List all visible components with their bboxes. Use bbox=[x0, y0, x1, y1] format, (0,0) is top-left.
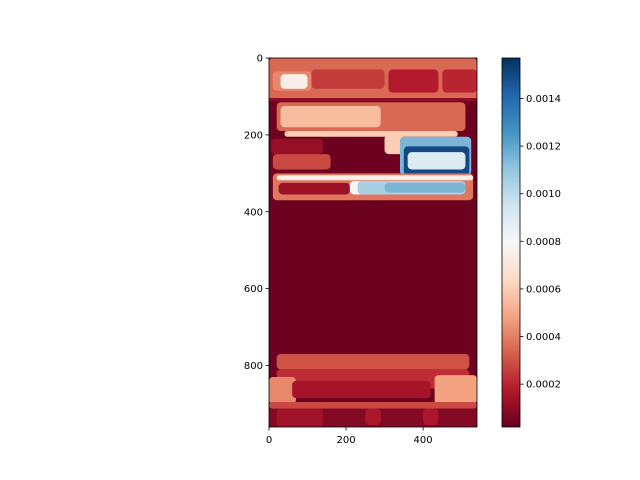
y-tick-label: 0 bbox=[257, 54, 263, 65]
colorbar-tick-label: 0.0002 bbox=[526, 380, 561, 391]
y-tick-label: 800 bbox=[244, 361, 263, 372]
heatmap-region-18 bbox=[278, 182, 350, 195]
heatmap-region-8 bbox=[280, 106, 381, 128]
heatmap-region-1 bbox=[311, 69, 385, 89]
colorbar-tick-label: 0.0006 bbox=[526, 284, 561, 295]
heatmap-region-27 bbox=[269, 402, 477, 409]
x-axis: 0 200 400 bbox=[266, 427, 433, 446]
heatmap-region-11 bbox=[272, 154, 331, 170]
heatmap-image bbox=[269, 58, 477, 427]
y-axis: 0 200 400 600 800 bbox=[244, 54, 269, 372]
heatmap-region-12 bbox=[384, 134, 404, 155]
y-tick-label: 600 bbox=[244, 284, 263, 295]
x-tick-label: 400 bbox=[414, 435, 433, 446]
heatmap-region-26 bbox=[292, 380, 431, 399]
colorbar-tick-label: 0.0012 bbox=[526, 142, 561, 153]
colorbar-tick-label: 0.0004 bbox=[526, 332, 561, 343]
heatmap-region-25 bbox=[434, 375, 477, 404]
heatmap-region-22 bbox=[276, 353, 470, 370]
heatmap-region-30 bbox=[365, 408, 381, 426]
colorbar-tick-label: 0.0014 bbox=[526, 94, 561, 105]
heatmap-region-21 bbox=[384, 182, 466, 193]
x-tick-label: 0 bbox=[266, 435, 272, 446]
heatmap-region-24 bbox=[269, 377, 296, 404]
plot-frame bbox=[268, 57, 478, 428]
y-tick-label: 200 bbox=[244, 130, 263, 141]
heatmap-region-10 bbox=[270, 138, 323, 155]
colorbar-axis: 0.0002 0.0004 0.0006 0.0008 0.0010 0.0012 0.00… bbox=[520, 94, 561, 391]
heatmap-region-15 bbox=[407, 152, 466, 170]
x-tick-label: 200 bbox=[336, 435, 355, 446]
colorbar-tick-label: 0.0010 bbox=[526, 189, 561, 200]
heatmap-region-6 bbox=[269, 97, 477, 102]
heatmap-region-3 bbox=[442, 69, 477, 93]
colorbar bbox=[501, 57, 521, 428]
heatmap-region-5 bbox=[280, 74, 308, 89]
heatmap-region-31 bbox=[423, 408, 439, 426]
heatmap-region-29 bbox=[276, 408, 323, 427]
heatmap-region-2 bbox=[388, 69, 439, 93]
heatmap-region-9 bbox=[284, 131, 458, 137]
colorbar-tick-label: 0.0008 bbox=[526, 237, 561, 248]
y-tick-label: 400 bbox=[244, 207, 263, 218]
heatmap-region-17 bbox=[276, 175, 474, 181]
